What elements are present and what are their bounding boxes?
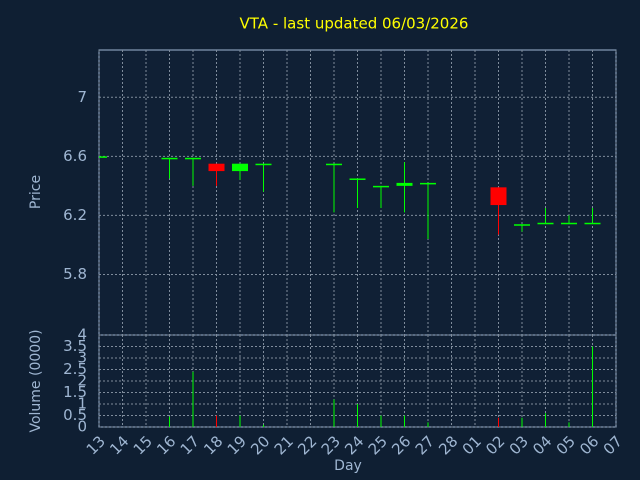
volume-tick-label: 0 xyxy=(77,418,87,436)
x-tick-label: 04 xyxy=(529,432,555,458)
candle-body xyxy=(584,222,601,225)
x-tick-label: 07 xyxy=(600,432,626,458)
candle-body xyxy=(537,222,554,225)
candle-body xyxy=(99,156,107,158)
candle-body xyxy=(185,157,201,160)
candle-body xyxy=(349,178,366,180)
candle-body xyxy=(490,187,507,206)
volume-tick-label: 3 xyxy=(77,349,87,367)
y-tick-label: 6.2 xyxy=(63,206,87,224)
y-tick-label: 5.8 xyxy=(63,265,87,283)
x-axis-label: Day xyxy=(334,458,362,474)
x-tick-label: 15 xyxy=(130,432,156,458)
x-tick-label: 26 xyxy=(388,432,414,458)
candle-body xyxy=(208,163,225,172)
volume-tick-label: 2 xyxy=(77,372,87,390)
candle-body xyxy=(255,163,272,166)
x-tick-label: 21 xyxy=(271,432,297,458)
candle-body xyxy=(514,224,530,226)
x-tick-label: 13 xyxy=(83,432,109,458)
x-tick-label: 14 xyxy=(106,432,132,458)
volume-tick-label: 1.5 xyxy=(63,383,87,401)
x-tick-label: 23 xyxy=(318,432,344,458)
chart-title: VTA - last updated 06/03/2026 xyxy=(240,15,469,33)
y-tick-label: 6.6 xyxy=(63,147,87,165)
volume-axis-label: Volume (0000) xyxy=(28,329,44,432)
x-tick-label: 19 xyxy=(224,432,250,458)
candle-body xyxy=(373,185,389,188)
x-tick-label: 22 xyxy=(294,432,320,458)
x-tick-label: 16 xyxy=(153,432,179,458)
volume-tick-label: 1 xyxy=(77,395,87,413)
x-tick-label: 02 xyxy=(482,432,508,458)
candle-body xyxy=(396,182,413,186)
y-axis-label: Price xyxy=(28,175,44,209)
x-tick-label: 06 xyxy=(576,432,602,458)
candle-body xyxy=(161,157,178,160)
x-tick-label: 28 xyxy=(435,432,461,458)
volume-tick-label: 2.5 xyxy=(63,360,87,378)
x-tick-label: 03 xyxy=(506,432,532,458)
candle-body xyxy=(232,163,248,172)
candle-body xyxy=(420,182,436,185)
x-tick-label: 18 xyxy=(200,432,226,458)
x-tick-label: 27 xyxy=(412,432,438,458)
x-tick-label: 20 xyxy=(247,432,273,458)
volume-tick-label: 4 xyxy=(77,326,87,344)
x-tick-label: 05 xyxy=(553,432,579,458)
y-tick-label: 7 xyxy=(77,88,87,106)
x-tick-label: 24 xyxy=(341,432,367,458)
candle-body xyxy=(561,222,577,225)
x-tick-label: 25 xyxy=(365,432,391,458)
candle-body xyxy=(326,163,342,166)
volume-tick-label: 3.5 xyxy=(63,337,87,355)
x-tick-label: 17 xyxy=(177,432,203,458)
volume-tick-label: 0.5 xyxy=(63,406,87,424)
x-tick-label: 01 xyxy=(459,432,485,458)
